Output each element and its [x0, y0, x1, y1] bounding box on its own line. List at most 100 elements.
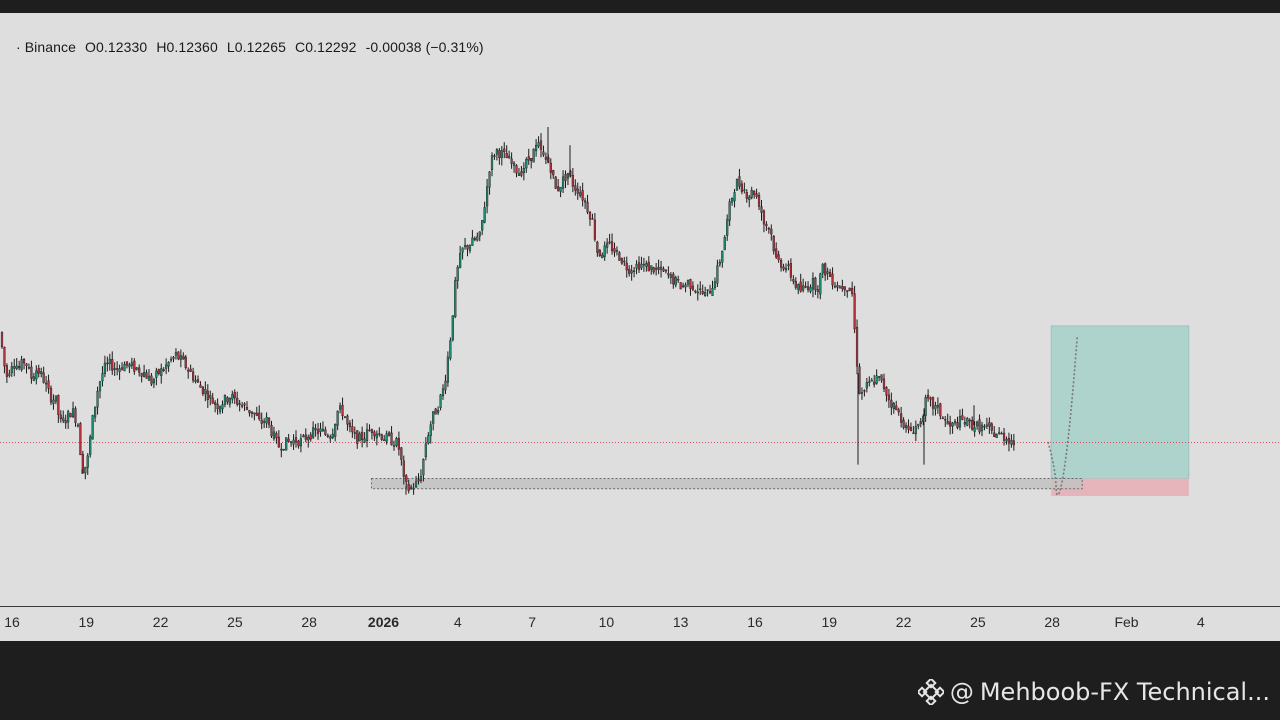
- candle-body: [405, 475, 408, 482]
- candle-body: [468, 245, 472, 251]
- candle-body: [98, 381, 102, 392]
- candle-body: [86, 455, 89, 468]
- candle-body: [84, 466, 87, 474]
- candle-body: [806, 286, 810, 290]
- candle-body: [40, 371, 43, 374]
- candle-body: [459, 253, 462, 268]
- candle-body: [890, 399, 893, 408]
- candle-body: [902, 419, 905, 428]
- candle-body: [620, 258, 623, 264]
- candle-body: [172, 356, 175, 360]
- candle-body: [946, 421, 949, 425]
- watermark-at: @: [949, 678, 974, 706]
- candle-body: [833, 285, 837, 288]
- candle-body: [951, 422, 954, 427]
- candle-body: [476, 236, 479, 241]
- candle-body: [277, 436, 280, 448]
- close-value: C0.12292: [295, 39, 357, 55]
- candle-body: [770, 228, 773, 235]
- candle-body: [721, 250, 724, 263]
- candle-body: [145, 372, 148, 379]
- candle-body: [694, 290, 697, 293]
- candle-body: [917, 423, 920, 427]
- candle-body: [373, 431, 376, 437]
- candle-body: [530, 158, 533, 161]
- candle-body: [802, 285, 805, 291]
- candle-body: [821, 264, 824, 274]
- candle-body: [45, 382, 48, 385]
- high-value: H0.12360: [156, 39, 218, 55]
- candle-body: [319, 428, 322, 433]
- candle-body: [466, 245, 469, 250]
- target-zone: [1050, 325, 1190, 480]
- candle-body: [486, 186, 489, 207]
- candle-body: [615, 250, 619, 252]
- candle-body: [775, 248, 778, 258]
- candle-body: [652, 267, 655, 273]
- candle-body: [544, 156, 547, 160]
- candle-body: [936, 404, 939, 408]
- candle-body: [792, 279, 795, 282]
- candle-body: [755, 193, 758, 197]
- candle-body: [419, 476, 423, 481]
- candle-body: [603, 245, 606, 257]
- candle-body: [956, 422, 959, 428]
- candle-body: [30, 366, 33, 379]
- candle-body: [299, 438, 302, 447]
- candle-body: [236, 397, 239, 405]
- candle-body: [669, 274, 672, 278]
- candle-body: [218, 406, 222, 412]
- candle-body: [1002, 432, 1006, 441]
- candle-body: [111, 359, 114, 371]
- change-value: -0.00038 (−0.31%): [365, 39, 484, 55]
- candle-body: [1012, 440, 1015, 446]
- candle-body: [385, 433, 388, 442]
- candle-body: [348, 422, 351, 428]
- candle-body: [983, 425, 986, 428]
- candle-body: [196, 379, 200, 383]
- candle-body: [272, 431, 276, 439]
- candle-body: [400, 447, 403, 460]
- candle-body: [138, 367, 141, 373]
- candle-body: [958, 416, 962, 428]
- time-tick-label: 16: [4, 614, 20, 630]
- candle-body: [728, 201, 731, 221]
- candle-body: [116, 368, 119, 370]
- candle-body: [329, 436, 332, 439]
- candle-body: [280, 448, 283, 451]
- candle-body: [953, 421, 957, 424]
- candle-body: [535, 145, 538, 152]
- candle-body: [868, 381, 871, 383]
- candle-body: [155, 370, 158, 378]
- candle-body: [410, 486, 413, 489]
- candle-body: [223, 394, 227, 405]
- candle-body: [451, 315, 454, 341]
- candle-body: [130, 362, 133, 366]
- candle-body: [483, 207, 486, 223]
- candle-body: [390, 432, 393, 446]
- candle-body: [625, 262, 628, 271]
- candle-body: [191, 371, 195, 381]
- candle-body: [282, 448, 285, 451]
- time-tick-label: 19: [78, 614, 95, 630]
- candle-body: [441, 388, 445, 397]
- candle-body: [370, 429, 374, 433]
- candle-body: [463, 245, 467, 248]
- candle-body: [363, 438, 366, 443]
- candle-body: [490, 155, 494, 171]
- price-plot[interactable]: [0, 13, 1280, 606]
- candle-body: [214, 402, 217, 405]
- candle-body: [498, 149, 501, 158]
- candle-body: [909, 427, 913, 431]
- candle-body: [716, 265, 719, 284]
- candle-body: [782, 266, 785, 270]
- candle-body: [944, 419, 947, 421]
- candle-body: [767, 227, 770, 230]
- candle-body: [324, 429, 327, 435]
- candle-body: [860, 392, 864, 394]
- candle-body: [76, 424, 80, 427]
- candle-body: [106, 362, 109, 365]
- chart-area[interactable]: · Binance O0.12330 H0.12360 L0.12265 C0.1229…: [0, 13, 1280, 641]
- candle-body: [3, 346, 6, 367]
- candle-body: [515, 165, 518, 174]
